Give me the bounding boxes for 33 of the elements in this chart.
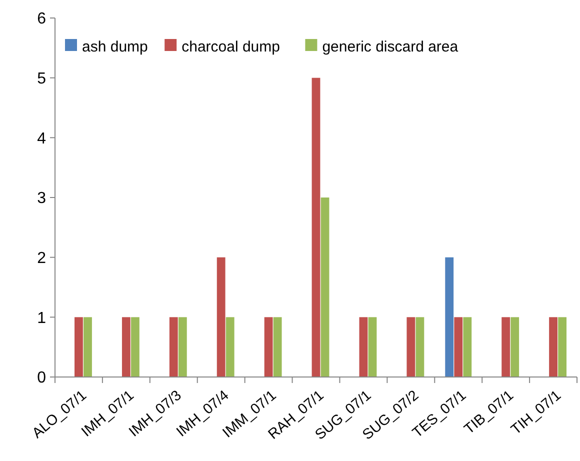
legend-label: generic discard area [322, 38, 459, 56]
bar [368, 317, 377, 377]
bar [406, 317, 416, 377]
y-tick-label: 3 [37, 190, 46, 208]
bar [502, 317, 510, 377]
bar [510, 317, 520, 377]
bar [463, 317, 472, 377]
bar [320, 198, 330, 377]
legend-label: charcoal dump [182, 38, 280, 56]
bar [359, 317, 368, 377]
bar [122, 317, 130, 377]
bar [445, 257, 454, 377]
y-tick-label: 5 [37, 70, 46, 88]
bar [74, 317, 83, 377]
legend-label: ash dump [82, 38, 148, 56]
bar [558, 317, 566, 377]
bar [84, 317, 92, 377]
bar [178, 317, 187, 377]
bar [216, 257, 226, 377]
y-tick-label: 1 [37, 310, 46, 327]
y-tick-label: 6 [37, 10, 46, 28]
bar [169, 317, 178, 377]
bar [130, 317, 140, 377]
bar [416, 317, 424, 377]
bar [264, 317, 273, 377]
y-tick-label: 0 [37, 370, 46, 387]
bar [273, 317, 282, 377]
bar [549, 317, 558, 377]
y-tick-label: 2 [37, 250, 46, 267]
bar [454, 317, 463, 377]
bar [312, 78, 320, 377]
y-tick-label: 4 [37, 130, 46, 148]
bar [226, 317, 234, 377]
